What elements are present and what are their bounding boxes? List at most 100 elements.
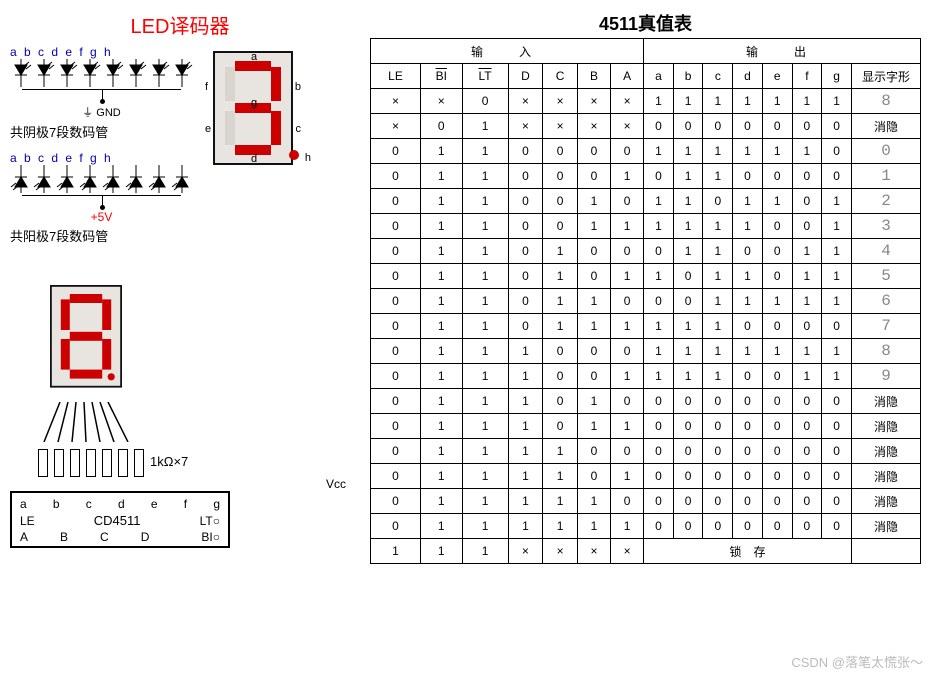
input-cell: × [611,89,644,114]
output-cell: 1 [703,239,733,264]
table-row: ×01××××0000000消隐 [371,114,921,139]
input-cell: 0 [577,364,610,389]
output-header: g [822,64,852,89]
input-cell: × [371,114,421,139]
output-cell: 1 [733,289,763,314]
table-row: 011100011111118 [371,339,921,364]
glyph-cell: 消隐 [852,414,921,439]
input-header: A [611,64,644,89]
seven-segment-module: a b c d e f g h [207,45,293,168]
input-cell: 0 [371,239,421,264]
input-cell: × [508,89,543,114]
input-cell: 0 [577,264,610,289]
output-cell: 0 [703,464,733,489]
glyph-cell: 0 [852,139,921,164]
input-header: D [508,64,543,89]
led-symbol [148,59,170,87]
input-cell: 1 [421,489,463,514]
led-symbol [171,165,193,193]
seg-label-f: f [205,81,208,93]
input-cell: 1 [611,264,644,289]
led-symbol [125,59,147,87]
output-cell: 0 [822,139,852,164]
input-cell: 1 [421,289,463,314]
output-cell: 1 [703,139,733,164]
input-cell: 1 [611,364,644,389]
output-cell: 1 [733,189,763,214]
input-cell: 0 [577,439,610,464]
output-cell: 0 [762,414,792,439]
output-cell: 0 [733,439,763,464]
input-cell: 1 [371,539,421,564]
input-cell: 1 [543,289,578,314]
input-cell: 1 [462,314,508,339]
input-cell: 0 [371,289,421,314]
input-cell: 1 [421,539,463,564]
input-header: BI [421,64,463,89]
common-anode-diagram: a b c d e f g h [10,151,193,245]
chip-bottom-pin: D [141,530,150,544]
input-cell: 1 [543,489,578,514]
input-cell: 1 [462,489,508,514]
output-header: d [733,64,763,89]
glyph-cell: 7 [852,314,921,339]
input-cell: 1 [508,464,543,489]
input-cell: 1 [543,464,578,489]
input-cell: × [421,89,463,114]
output-cell: 1 [644,264,674,289]
output-cell: 0 [792,189,822,214]
output-cell: 0 [733,314,763,339]
output-cell: 0 [703,389,733,414]
table-row: 01110110000000消隐 [371,414,921,439]
output-cell: 0 [792,389,822,414]
chip-bottom-pin: C [100,530,109,544]
output-cell: 1 [644,314,674,339]
input-cell: 1 [577,514,610,539]
output-cell: 1 [703,339,733,364]
led-symbol [33,59,55,87]
output-cell: 0 [792,214,822,239]
input-cell: 1 [462,139,508,164]
input-header: C [543,64,578,89]
output-cell: 0 [703,114,733,139]
input-cell: 0 [611,489,644,514]
output-header: c [703,64,733,89]
output-header: a [644,64,674,89]
input-cell: 1 [421,189,463,214]
glyph-header: 显示字形 [852,64,921,89]
input-cell: 1 [421,389,463,414]
input-cell: 1 [421,339,463,364]
input-cell: 1 [577,189,610,214]
output-cell: 1 [733,264,763,289]
output-cell: 0 [644,114,674,139]
output-cell: 0 [733,414,763,439]
output-cell: 1 [792,289,822,314]
output-cell: 1 [822,339,852,364]
input-cell: 1 [421,239,463,264]
input-cell: 1 [611,164,644,189]
output-cell: 0 [792,314,822,339]
output-cell: 0 [762,514,792,539]
seg-label-e: e [205,123,211,135]
input-cell: 1 [611,514,644,539]
output-cell: 1 [673,214,703,239]
output-cell: 1 [733,139,763,164]
input-cell: 0 [508,139,543,164]
output-cell: 0 [644,464,674,489]
output-cell: 0 [703,189,733,214]
input-cell: 1 [462,389,508,414]
input-cell: × [508,539,543,564]
input-cell: 1 [462,214,508,239]
output-cell: 1 [762,89,792,114]
table-row: 011000011111100 [371,139,921,164]
input-cell: 0 [371,364,421,389]
output-cell: 1 [644,364,674,389]
input-cell: × [543,539,578,564]
output-cell: 1 [762,339,792,364]
output-cell: 0 [762,214,792,239]
input-cell: 1 [611,314,644,339]
input-cell: 1 [543,314,578,339]
input-cell: 1 [543,439,578,464]
glyph-cell: 4 [852,239,921,264]
gnd-label: ⏚ GND [10,104,193,120]
